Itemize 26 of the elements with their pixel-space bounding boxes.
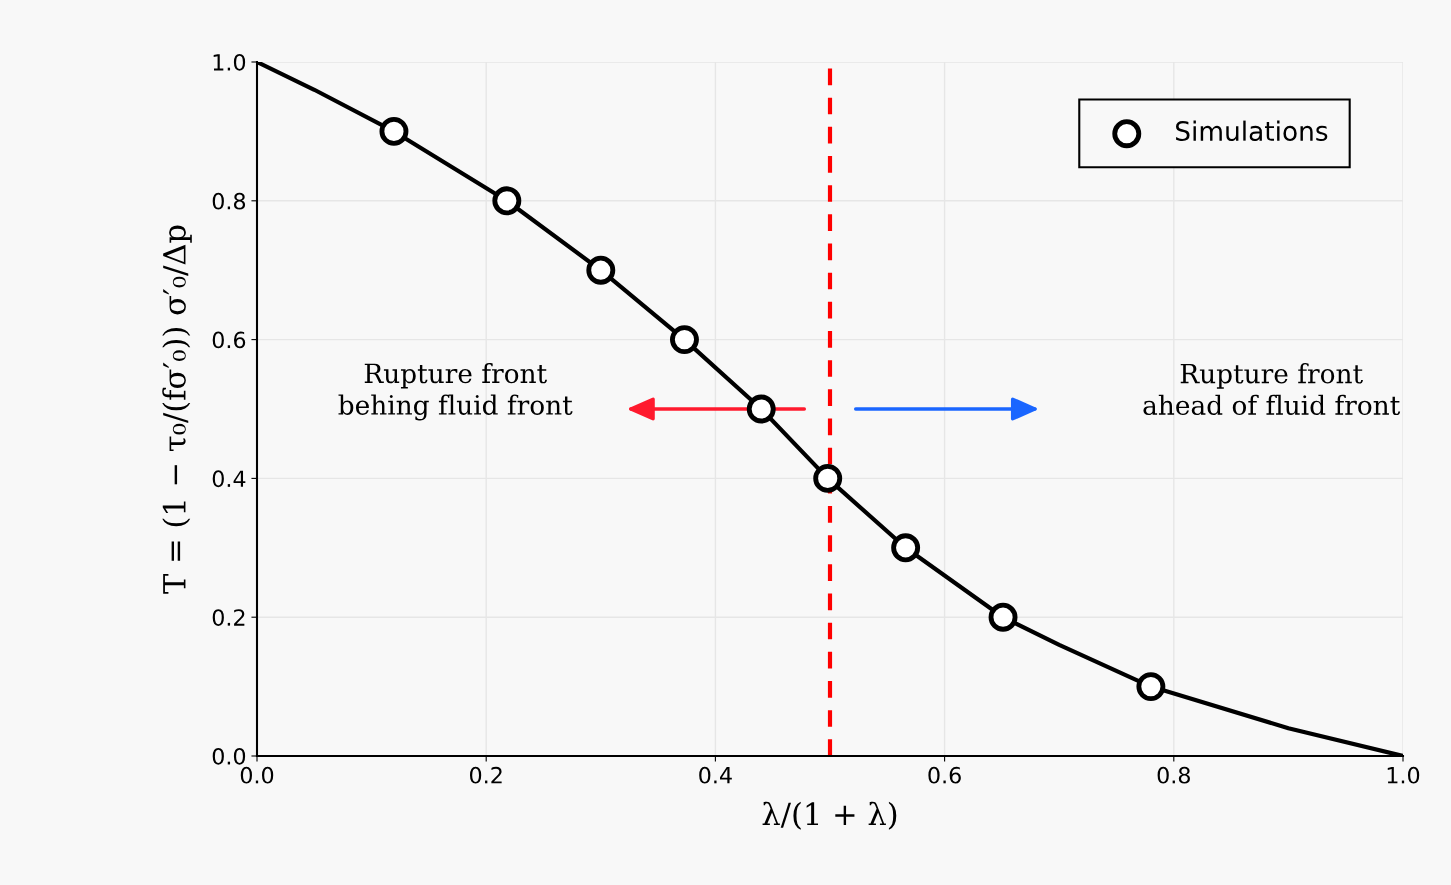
y-axis-title: T = (1 − τ₀/(fσ′₀)) σ′₀/Δp	[162, 225, 192, 594]
point	[988, 602, 1018, 632]
x-tick-label: 0.0	[240, 766, 274, 784]
y-tick-label: 1.0	[213, 53, 246, 71]
annotation: Rupture front ahead of fluid front	[1143, 363, 1401, 416]
x-tick-label: 1.0	[1387, 766, 1420, 784]
x-tick-label: 0.2	[470, 766, 502, 784]
y-tick-label: 0.2	[212, 609, 245, 626]
point	[746, 394, 776, 424]
y-tick-label: 0.8	[212, 192, 246, 210]
annotation: Rupture front behing fluid front	[338, 362, 573, 421]
point	[813, 463, 843, 493]
x-tick-label: 0.4	[699, 766, 732, 784]
x-tick-label: 0.6	[928, 766, 961, 784]
y-tick-label: 0.0	[212, 747, 246, 765]
y-tick-label: 0.6	[212, 331, 246, 349]
point	[492, 186, 522, 216]
point	[1136, 672, 1166, 702]
point	[586, 255, 616, 285]
x-axis-title: λ/(1 + λ)	[762, 801, 897, 830]
y-tick-label: 0.4	[212, 470, 246, 488]
legend-label: Simulations	[1176, 120, 1328, 142]
point	[379, 116, 409, 146]
x-tick-label: 0.8	[1157, 766, 1190, 784]
point	[670, 325, 699, 355]
point	[891, 533, 921, 563]
